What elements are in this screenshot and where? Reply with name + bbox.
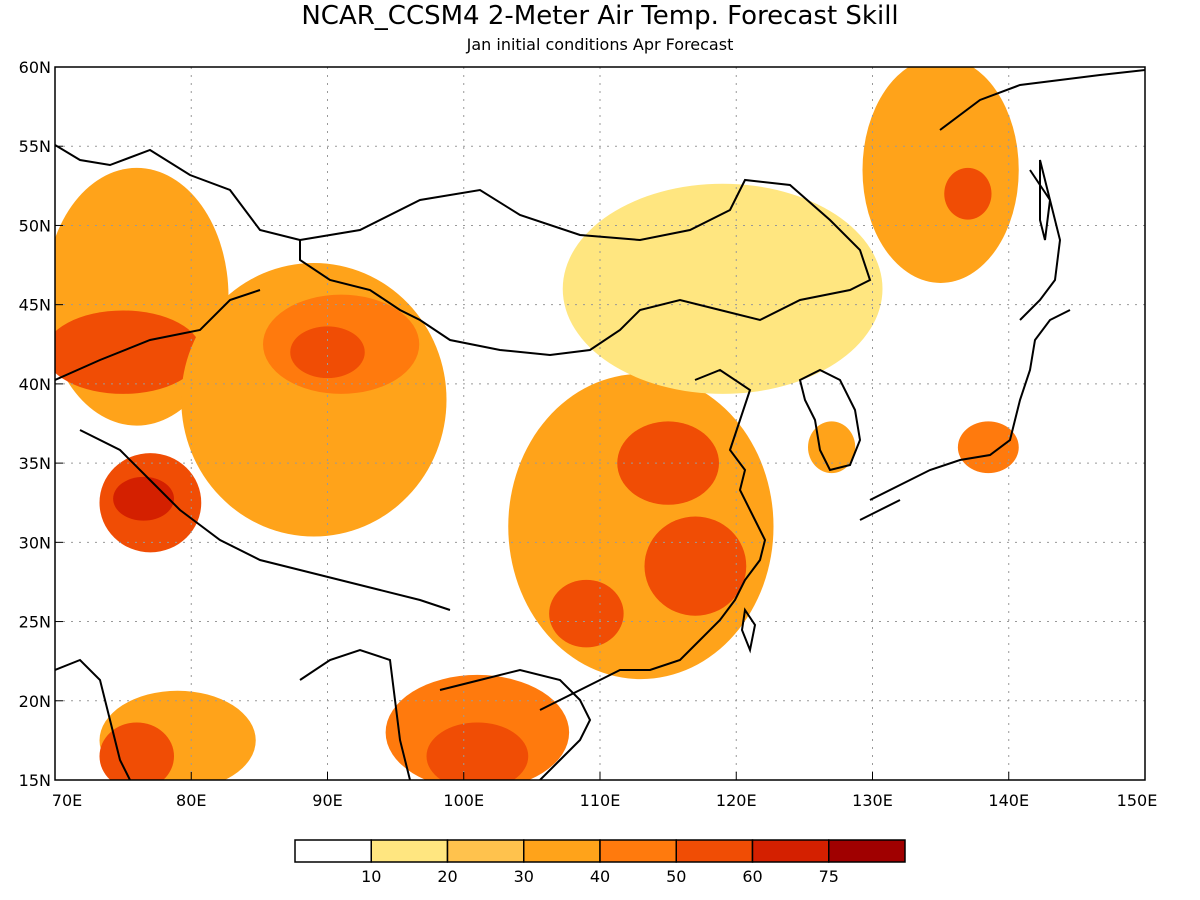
coastline-china-east [539, 368, 767, 711]
colorbar-label: 75 [819, 867, 839, 886]
x-tick-label: 150E [1117, 791, 1158, 810]
border-mongolia [299, 178, 872, 357]
y-tick-label: 45N [19, 296, 51, 315]
coastlines [55, 69, 1145, 780]
skill-region-19 [957, 421, 1019, 474]
y-tick-label: 15N [19, 771, 51, 790]
page-title: NCAR_CCSM4 2-Meter Air Temp. Forecast Sk… [301, 1, 898, 31]
colorbar-label: 30 [514, 867, 534, 886]
y-tick-label: 60N [19, 58, 51, 77]
x-tick-label: 130E [852, 791, 893, 810]
skill-region-5 [290, 326, 365, 379]
graticule [55, 67, 1145, 780]
skill-region-2 [55, 310, 202, 394]
coastline-russia-east [939, 69, 1145, 321]
colorbar-swatch [599, 839, 677, 863]
page-subtitle: Jan initial conditions Apr Forecast [466, 35, 734, 54]
colorbar: 10 20 30 40 50 60 75 [294, 839, 906, 886]
skill-region-8 [508, 373, 774, 680]
colorbar-swatch [446, 839, 525, 863]
skill-region-7 [113, 476, 174, 521]
y-tick-label: 55N [19, 137, 51, 156]
y-tick-label: 25N [19, 613, 51, 632]
skill-region-9 [617, 421, 719, 505]
x-tick-label: 140E [988, 791, 1029, 810]
colorbar-label: 60 [742, 867, 762, 886]
colorbar-label: 40 [590, 867, 610, 886]
skill-region-10 [644, 516, 747, 616]
colorbar-swatch [675, 839, 754, 863]
x-tick-label: 80E [176, 791, 206, 810]
colorbar-swatch [523, 839, 601, 863]
skill-region-18 [944, 167, 992, 220]
skill-region-20 [808, 421, 856, 474]
colorbar-swatch [294, 839, 372, 863]
y-tick-label: 35N [19, 454, 51, 473]
x-tick-label: 120E [716, 791, 757, 810]
map-panel: 70E 80E 90E 100E 110E 120E 130E 140E 150E 15N 20N… [19, 58, 1158, 810]
coastline-sakhalin [1039, 159, 1052, 241]
colorbar-swatch [828, 839, 906, 863]
colorbar-label: 10 [361, 867, 381, 886]
y-axis: 15N 20N 25N 30N 35N 40N 45N 50N 55N 60N [19, 58, 63, 790]
x-tick-label: 100E [443, 791, 484, 810]
coastline-indochina [439, 668, 592, 780]
coastline-taiwan [740, 607, 757, 654]
x-tick-label: 70E [52, 791, 82, 810]
colorbar-swatch [370, 839, 449, 863]
skill-region-11 [549, 579, 624, 648]
coastline-india [55, 648, 411, 780]
y-tick-label: 20N [19, 692, 51, 711]
x-tick-label: 110E [580, 791, 621, 810]
skill-region-16 [562, 183, 883, 394]
skill-region-15 [99, 722, 174, 780]
border-central-asia [55, 144, 301, 381]
y-tick-label: 40N [19, 375, 51, 394]
colorbar-swatch [751, 839, 830, 863]
y-tick-label: 50N [19, 216, 51, 235]
y-tick-label: 30N [19, 533, 51, 552]
colorbar-label: 20 [437, 867, 457, 886]
x-tick-label: 90E [312, 791, 342, 810]
coastline-korea [798, 368, 862, 472]
colorbar-label: 50 [666, 867, 686, 886]
coastline-japan [859, 309, 1071, 521]
skill-region-17 [862, 67, 1019, 283]
border-himalaya [79, 429, 451, 611]
x-axis: 70E 80E 90E 100E 110E 120E 130E 140E 150E [52, 772, 1158, 810]
skill-region-13 [426, 722, 529, 780]
